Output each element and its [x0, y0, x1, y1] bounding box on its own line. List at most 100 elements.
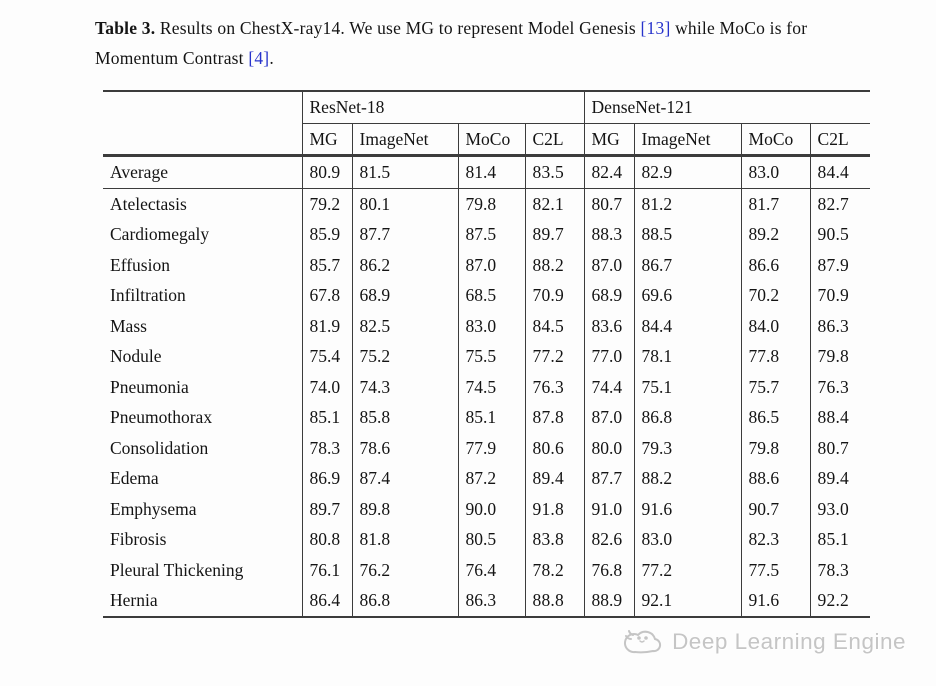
table-row: Mass 81.9 82.5 83.0 84.5 83.6 84.4 84.0 86.3	[103, 310, 871, 341]
value-cell: 77.2	[524, 341, 585, 372]
value-cell: 87.4	[351, 463, 458, 494]
value-cell: 77.9	[457, 432, 525, 463]
col-header-moco-2: MoCo	[740, 123, 811, 157]
value-cell: 89.7	[524, 219, 585, 250]
value-cell: 77.5	[740, 554, 811, 585]
col-header-imagenet-1: ImageNet	[351, 123, 458, 157]
value-cell: 76.1	[301, 554, 352, 585]
value-cell: 74.4	[583, 371, 635, 402]
value-cell: 78.2	[524, 554, 585, 585]
value-cell: 93.0	[809, 493, 871, 524]
value-cell: 70.9	[809, 280, 871, 311]
table-row: Pleural Thickening 76.1 76.2 76.4 78.2 76.8 77…	[103, 554, 871, 585]
value-cell: 80.8	[301, 524, 352, 555]
value-cell: 77.8	[740, 341, 811, 372]
caption-text-1: Results on ChestX-ray14. We use MG to re…	[155, 18, 641, 38]
value-cell: 82.4	[583, 155, 635, 189]
value-cell: 84.4	[809, 155, 871, 189]
value-cell: 75.4	[301, 341, 352, 372]
row-label: Average	[103, 155, 302, 189]
value-cell: 79.8	[809, 341, 871, 372]
caption-label: Table 3.	[95, 18, 156, 38]
value-cell: 88.2	[633, 463, 742, 494]
value-cell: 86.6	[740, 249, 811, 280]
value-cell: 82.3	[740, 524, 811, 555]
value-cell: 83.0	[633, 524, 742, 555]
value-cell: 81.9	[301, 310, 352, 341]
table-row: Cardiomegaly 85.9 87.7 87.5 89.7 88.3 88.5 89.2…	[103, 219, 871, 250]
value-cell: 80.1	[351, 188, 458, 219]
value-cell: 68.9	[351, 280, 458, 311]
value-cell: 86.9	[301, 463, 352, 494]
group-header-densenet121: DenseNet-121	[583, 91, 871, 124]
row-label: Mass	[110, 315, 147, 336]
row-label: Cardiomegaly	[110, 224, 210, 244]
value-cell: 76.8	[583, 554, 635, 585]
row-label: Edema	[110, 468, 159, 488]
value-cell: 78.3	[809, 554, 871, 585]
value-cell: 82.5	[351, 310, 458, 341]
value-cell: 81.8	[351, 524, 458, 555]
value-cell: 91.0	[583, 493, 635, 524]
caption-text-2: while MoCo is for Momentum Contrast	[95, 18, 808, 68]
citation-link-4[interactable]: [4]	[248, 48, 270, 68]
value-cell: 91.6	[740, 585, 811, 617]
value-cell: 77.2	[633, 554, 742, 585]
table-row: Effusion 85.7 86.2 87.0 88.2 87.0 86.7 86.6 87.9	[103, 249, 871, 280]
corner-cell	[103, 91, 302, 157]
value-cell: 78.3	[301, 432, 352, 463]
value-cell: 70.2	[740, 280, 811, 311]
value-cell: 74.5	[457, 371, 525, 402]
value-cell: 82.9	[633, 155, 742, 189]
table-row: Pneumonia 74.0 74.3 74.5 76.3 74.4 75.1 75.7 76.…	[103, 371, 871, 402]
table-row: Hernia 86.4 86.8 86.3 88.8 88.9 92.1 91.6 92.2	[103, 585, 871, 617]
value-cell: 79.8	[457, 188, 525, 219]
table-row: Nodule 75.4 75.2 75.5 77.2 77.0 78.1 77.8 79.8	[103, 341, 871, 372]
column-header-row: MG ImageNet MoCo C2L MG ImageNet MoCo C2…	[103, 123, 871, 157]
value-cell: 89.4	[809, 463, 871, 494]
col-header-c2l-2: C2L	[809, 123, 871, 157]
value-cell: 86.8	[351, 585, 458, 617]
row-label: Pneumonia	[110, 376, 189, 397]
cloud-logo-icon	[623, 626, 663, 658]
value-cell: 80.6	[524, 432, 585, 463]
value-cell: 88.9	[583, 585, 635, 617]
value-cell: 84.5	[524, 310, 585, 341]
group-header-row: ResNet-18 DenseNet-121	[103, 91, 871, 157]
value-cell: 74.0	[301, 371, 352, 402]
citation-link-13[interactable]: [13]	[640, 18, 671, 38]
value-cell: 85.1	[301, 402, 352, 433]
value-cell: 84.4	[633, 310, 742, 341]
value-cell: 87.9	[809, 249, 871, 280]
value-cell: 80.9	[301, 155, 352, 189]
watermark-label: Deep Learning Engine	[672, 629, 906, 654]
value-cell: 81.4	[457, 155, 525, 189]
watermark: Deep Learning Engine	[623, 626, 906, 658]
value-cell: 83.0	[457, 310, 525, 341]
row-label: Effusion	[110, 254, 170, 275]
col-header-c2l-1: C2L	[524, 123, 585, 157]
value-cell: 67.8	[301, 280, 352, 311]
table-caption: Table 3. Results on ChestX-ray14. We use…	[95, 13, 895, 73]
value-cell: 87.5	[457, 219, 525, 250]
results-table: ResNet-18 DenseNet-121 MG ImageNet MoCo …	[103, 90, 871, 618]
value-cell: 70.9	[524, 280, 585, 311]
value-cell: 88.6	[740, 463, 811, 494]
value-cell: 91.8	[524, 493, 585, 524]
value-cell: 85.1	[457, 402, 525, 433]
value-cell: 80.7	[809, 432, 871, 463]
value-cell: 85.9	[301, 219, 352, 250]
value-cell: 81.5	[351, 155, 458, 189]
value-cell: 79.2	[301, 188, 352, 219]
value-cell: 68.9	[583, 280, 635, 311]
value-cell: 75.1	[633, 371, 742, 402]
value-cell: 85.7	[301, 249, 352, 280]
row-label: Atelectasis	[110, 193, 187, 214]
value-cell: 86.2	[351, 249, 458, 280]
value-cell: 82.7	[809, 188, 871, 219]
col-header-mg-2: MG	[583, 123, 635, 157]
table-row: Average 80.9 81.5 81.4 83.5 82.4 82.9 83.0 84.4	[103, 155, 871, 189]
value-cell: 75.7	[740, 371, 811, 402]
value-cell: 83.8	[524, 524, 585, 555]
